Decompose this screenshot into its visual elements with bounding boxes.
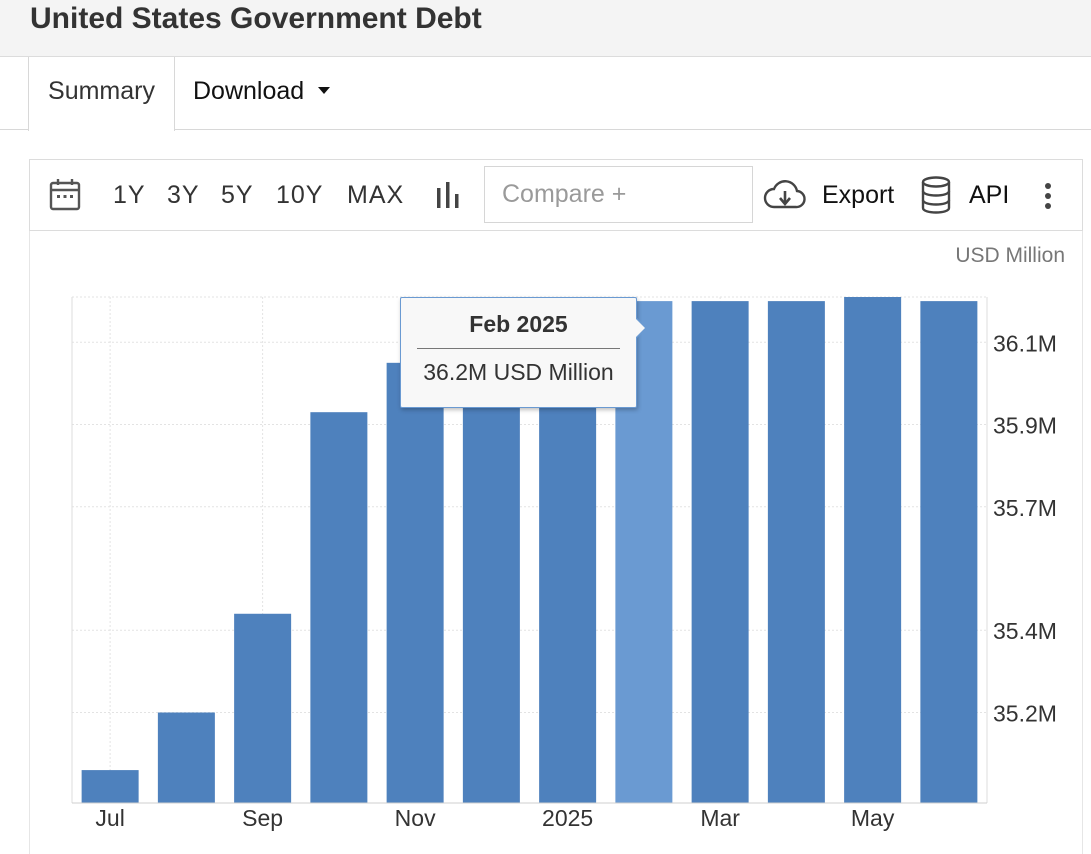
bar-dec — [462, 350, 520, 803]
bar-sep — [234, 613, 292, 803]
chart-toolbar: 1Y 3Y 5Y 10Y MAX Compare + Export API — [29, 159, 1083, 231]
tooltip-value: 36.2M USD Million — [423, 359, 614, 385]
vertical-dots-icon[interactable] — [1040, 182, 1056, 210]
x-tick-label: Mar — [700, 805, 740, 831]
range-10y-button[interactable]: 10Y — [276, 181, 324, 209]
y-tick-label: 35.9M — [993, 413, 1057, 439]
range-max-button[interactable]: MAX — [347, 181, 405, 209]
calendar-icon[interactable] — [49, 178, 81, 212]
range-1y-button[interactable]: 1Y — [113, 181, 146, 209]
bar-chart-icon[interactable] — [435, 180, 463, 210]
x-tick-label: Jul — [95, 805, 124, 831]
x-tick-label: Nov — [395, 805, 436, 831]
bar-oct — [310, 412, 368, 803]
y-tick-label: 36.1M — [993, 330, 1057, 356]
chart-area: USD Million 35.2M 35.4M 35.7M 35.9M 36.1M Jul… — [29, 231, 1083, 854]
tab-summary[interactable]: Summary — [28, 57, 175, 131]
tooltip-divider — [417, 348, 620, 349]
page-title: United States Government Debt — [30, 2, 482, 35]
y-tick-label: 35.4M — [993, 618, 1057, 644]
cloud-download-icon[interactable] — [763, 179, 807, 211]
compare-input[interactable]: Compare + — [484, 166, 753, 223]
unit-label: USD Million — [955, 244, 1065, 267]
api-button[interactable]: API — [969, 181, 1010, 209]
bar-jun — [920, 301, 978, 803]
bar-apr — [767, 301, 825, 803]
title-bar: United States Government Debt — [0, 0, 1091, 57]
export-button[interactable]: Export — [822, 181, 895, 209]
range-3y-button[interactable]: 3Y — [167, 181, 200, 209]
bar-aug — [157, 712, 215, 803]
tab-download[interactable]: Download — [193, 57, 331, 130]
chart-tooltip: Feb 2025 36.2M USD Million — [400, 297, 647, 408]
range-5y-button[interactable]: 5Y — [221, 181, 254, 209]
bar-jul — [81, 770, 139, 803]
x-tick-label: Sep — [242, 805, 283, 831]
bar-nov — [386, 362, 444, 803]
tabs-row: Summary Download — [0, 57, 1091, 131]
y-tick-label: 35.7M — [993, 495, 1057, 521]
bar-may — [844, 297, 902, 803]
bar-chart: 35.2M 35.4M 35.7M 35.9M 36.1M Jul Sep Nov 2025 Ma… — [71, 296, 1057, 831]
x-tick-label: 2025 — [542, 805, 593, 831]
tab-download-label: Download — [193, 77, 305, 105]
tooltip-title: Feb 2025 — [469, 311, 568, 337]
database-icon[interactable] — [920, 176, 952, 214]
bar-mar — [691, 301, 749, 803]
y-tick-label: 35.2M — [993, 700, 1057, 726]
x-tick-label: May — [851, 805, 895, 831]
caret-down-icon — [318, 87, 331, 94]
